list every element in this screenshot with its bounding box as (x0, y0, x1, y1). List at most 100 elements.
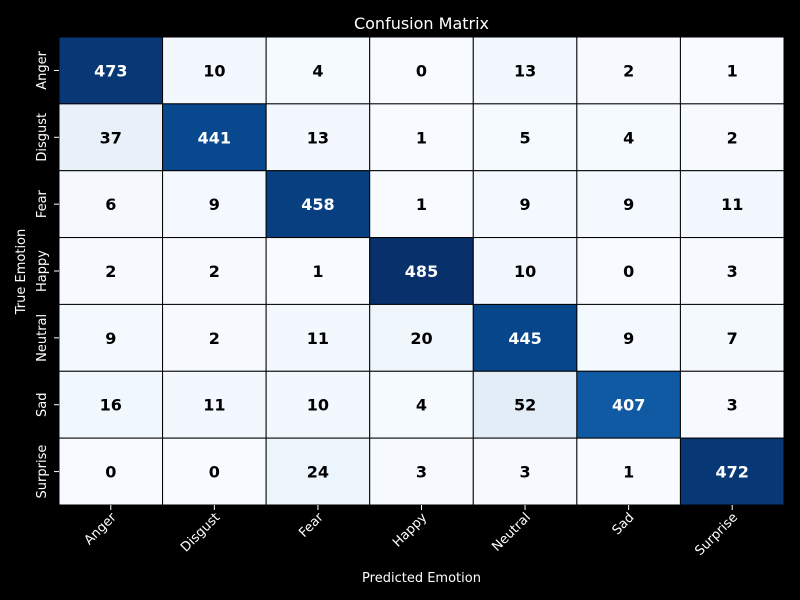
heatmap-cell (265, 36, 371, 105)
heatmap-cell (472, 103, 578, 172)
heatmap-cell (369, 170, 474, 239)
x-axis-ticks: Anger Disgust Fear Happy Neutral Sad Surprise (82, 505, 741, 559)
heatmap-cell (679, 103, 785, 172)
cell-value-label: 3 (727, 396, 738, 415)
cell-value-label: 3 (416, 463, 427, 482)
cell-value-label: 0 (416, 61, 427, 80)
cell-value-label: 485 (405, 262, 438, 281)
heatmap-cell (162, 370, 267, 439)
cell-value-label: 10 (203, 61, 225, 80)
cell-value-label: 1 (416, 195, 427, 214)
heatmap-cell (576, 170, 681, 239)
cell-value-label: 16 (100, 396, 122, 415)
cell-value-label: 1 (312, 262, 323, 281)
cell-value-label: 20 (410, 329, 432, 348)
cell-value-label: 1 (727, 61, 738, 80)
cell-value-label: 6 (105, 195, 116, 214)
cell-value-label: 13 (307, 128, 329, 147)
cell-value-label: 10 (514, 262, 536, 281)
heatmap-cell (576, 103, 681, 172)
cell-value-label: 0 (105, 463, 116, 482)
heatmap-cell (369, 36, 474, 105)
heatmap-cell (265, 170, 371, 239)
heatmap-cell (58, 303, 164, 372)
cell-value-label: 4 (416, 396, 427, 415)
heatmap-cell (369, 370, 474, 439)
heatmap-cell (472, 170, 578, 239)
cell-value-label: 52 (514, 396, 536, 415)
heatmap-cell (58, 437, 164, 506)
y-axis-ticks: Anger Disgust Fear Happy Neutral Sad Surprise (35, 50, 59, 498)
cell-value-label: 9 (623, 329, 634, 348)
heatmap-cell (265, 303, 371, 372)
x-tick-label: Surprise (692, 510, 741, 559)
heatmap-cells: 473 10 4 0 13 2 137 441 13 1 5 4 26 9 458 1 9 9 112 2 1 485 10… (58, 36, 785, 506)
cell-value-label: 1 (623, 463, 634, 482)
heatmap-cell (265, 437, 371, 506)
y-tick-label: Neutral (35, 314, 50, 362)
y-tick-label: Disgust (35, 113, 50, 162)
cell-value-label: 407 (612, 396, 645, 415)
cell-value-label: 5 (520, 128, 531, 147)
heatmap-cell (679, 237, 785, 305)
cell-value-label: 7 (727, 329, 738, 348)
cell-value-label: 11 (721, 195, 743, 214)
heatmap-cell (58, 36, 164, 105)
cell-value-label: 3 (520, 463, 531, 482)
x-axis-label: Predicted Emotion (362, 571, 481, 586)
cell-value-label: 9 (623, 195, 634, 214)
heatmap-cell (162, 170, 267, 239)
cell-value-label: 2 (623, 61, 634, 80)
cell-value-label: 3 (727, 262, 738, 281)
cell-value-label: 11 (307, 329, 329, 348)
x-tick-label: Fear (296, 510, 327, 541)
heatmap-cell (162, 36, 267, 105)
heatmap-cell (576, 36, 681, 105)
x-tick-label: Happy (390, 510, 430, 550)
cell-value-label: 2 (209, 329, 220, 348)
x-tick-label: Disgust (178, 510, 223, 555)
cell-value-label: 472 (716, 463, 749, 482)
heatmap-cell (472, 370, 578, 439)
heatmap-cell (58, 370, 164, 439)
heatmap-cell (369, 437, 474, 506)
cell-value-label: 4 (312, 61, 323, 80)
heatmap-cell (679, 370, 785, 439)
cell-value-label: 1 (416, 128, 427, 147)
cell-value-label: 37 (100, 128, 122, 147)
y-tick-label: Surprise (35, 445, 50, 499)
heatmap-cell (576, 437, 681, 506)
chart-title: Confusion Matrix (354, 14, 489, 33)
y-tick-label: Happy (35, 250, 50, 292)
cell-value-label: 4 (623, 128, 634, 147)
y-tick-label: Anger (35, 50, 50, 89)
cell-value-label: 0 (623, 262, 634, 281)
heatmap-cell (265, 103, 371, 172)
heatmap-cell (679, 170, 785, 239)
cell-value-label: 445 (508, 329, 541, 348)
cell-value-label: 458 (301, 195, 334, 214)
heatmap-cell (58, 237, 164, 305)
x-tick-label: Sad (610, 510, 638, 538)
cell-value-label: 9 (520, 195, 531, 214)
heatmap-cell (679, 437, 785, 506)
heatmap-cell (472, 437, 578, 506)
x-tick-label: Neutral (489, 510, 534, 555)
cell-value-label: 9 (105, 329, 116, 348)
y-tick-label: Sad (35, 392, 50, 416)
heatmap-cell (265, 370, 371, 439)
cell-value-label: 2 (105, 262, 116, 281)
cell-value-label: 441 (198, 128, 231, 147)
cell-value-label: 13 (514, 61, 536, 80)
cell-value-label: 9 (209, 195, 220, 214)
cell-value-label: 2 (209, 262, 220, 281)
heatmap-cell (679, 303, 785, 372)
y-tick-label: Fear (35, 189, 50, 218)
cell-value-label: 473 (94, 61, 127, 80)
cell-value-label: 0 (209, 463, 220, 482)
heatmap-cell (162, 237, 267, 305)
heatmap-cell (576, 237, 681, 305)
cell-value-label: 2 (727, 128, 738, 147)
cell-value-label: 24 (307, 463, 329, 482)
